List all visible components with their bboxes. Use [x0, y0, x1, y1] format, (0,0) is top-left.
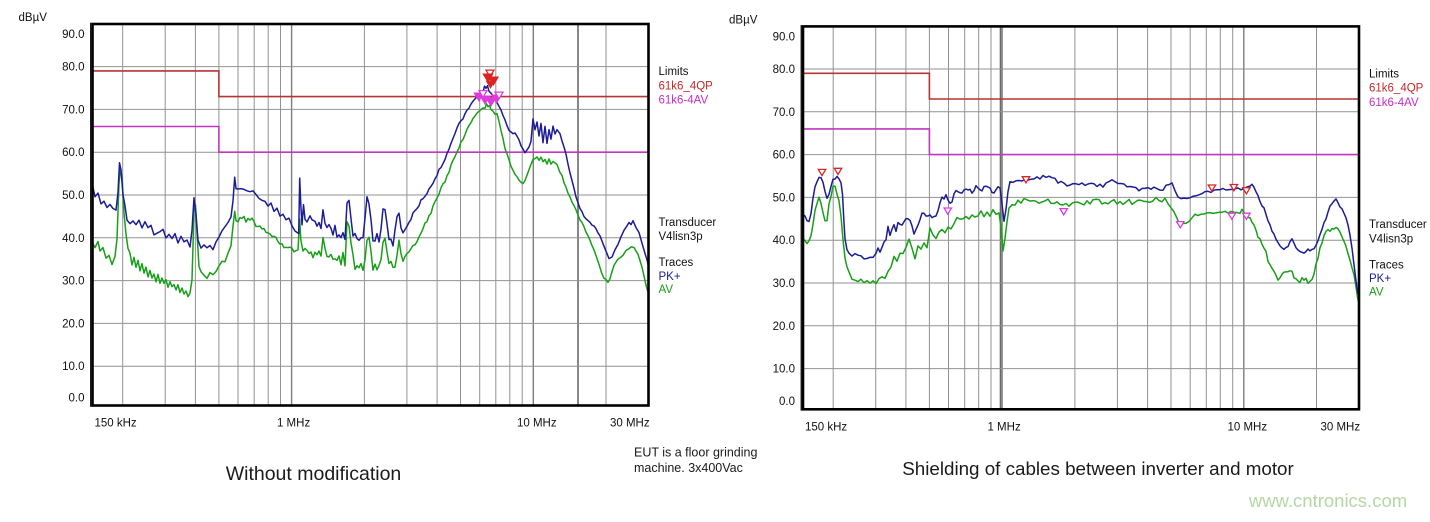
svg-text:40.0: 40.0 — [773, 235, 795, 247]
svg-text:80.0: 80.0 — [773, 64, 795, 76]
svg-text:1 MHz: 1 MHz — [277, 418, 310, 430]
svg-text:61k6_4QP: 61k6_4QP — [659, 80, 714, 92]
svg-text:PK+: PK+ — [1369, 273, 1391, 285]
svg-text:50.0: 50.0 — [773, 192, 795, 204]
svg-text:20.0: 20.0 — [773, 321, 795, 333]
svg-text:AV: AV — [1369, 287, 1384, 299]
svg-text:60.0: 60.0 — [62, 147, 84, 159]
svg-text:61k6-4AV: 61k6-4AV — [1369, 97, 1419, 109]
svg-text:10 MHz: 10 MHz — [1227, 421, 1267, 433]
svg-text:Traces: Traces — [659, 257, 694, 269]
svg-text:10.0: 10.0 — [62, 361, 84, 373]
svg-text:30.0: 30.0 — [773, 278, 795, 290]
svg-text:150 kHz: 150 kHz — [95, 418, 137, 430]
svg-text:70.0: 70.0 — [773, 107, 795, 119]
svg-text:Without modification: Without modification — [226, 463, 402, 485]
svg-text:Limits: Limits — [1369, 69, 1399, 81]
svg-text:10.0: 10.0 — [773, 364, 795, 376]
svg-text:V4lisn3p: V4lisn3p — [1369, 234, 1413, 246]
svg-text:machine. 3x400Vac: machine. 3x400Vac — [634, 461, 743, 475]
svg-text:61k6_4QP: 61k6_4QP — [1369, 83, 1424, 95]
svg-text:0.0: 0.0 — [69, 392, 85, 404]
svg-text:60.0: 60.0 — [773, 150, 795, 162]
svg-text:80.0: 80.0 — [62, 62, 84, 74]
svg-text:Shielding of cables between in: Shielding of cables between inverter and… — [902, 458, 1294, 479]
svg-text:30 MHz: 30 MHz — [1320, 421, 1360, 433]
svg-text:0.0: 0.0 — [779, 396, 795, 408]
svg-text:10 MHz: 10 MHz — [517, 418, 557, 430]
svg-text:20.0: 20.0 — [62, 318, 84, 330]
svg-text:www.cntronics.com: www.cntronics.com — [1248, 490, 1407, 511]
svg-text:Transducer: Transducer — [659, 217, 717, 229]
svg-text:Transducer: Transducer — [1369, 219, 1427, 231]
svg-text:EUT is a floor grinding: EUT is a floor grinding — [634, 446, 757, 460]
svg-text:150 kHz: 150 kHz — [805, 421, 847, 433]
svg-text:30 MHz: 30 MHz — [610, 418, 650, 430]
svg-text:90.0: 90.0 — [773, 31, 795, 43]
svg-text:70.0: 70.0 — [62, 104, 84, 116]
svg-text:50.0: 50.0 — [62, 190, 84, 202]
svg-text:PK+: PK+ — [659, 271, 681, 283]
svg-text:40.0: 40.0 — [62, 233, 84, 245]
svg-text:30.0: 30.0 — [62, 276, 84, 288]
svg-text:Traces: Traces — [1369, 260, 1404, 272]
svg-text:dBµV: dBµV — [19, 12, 48, 24]
svg-text:1 MHz: 1 MHz — [987, 421, 1020, 433]
svg-text:AV: AV — [659, 284, 674, 296]
svg-text:90.0: 90.0 — [62, 29, 84, 41]
svg-text:dBµV: dBµV — [729, 14, 758, 26]
svg-text:V4lisn3p: V4lisn3p — [659, 231, 703, 243]
svg-text:61k6-4AV: 61k6-4AV — [659, 95, 709, 107]
svg-text:Limits: Limits — [659, 66, 689, 78]
